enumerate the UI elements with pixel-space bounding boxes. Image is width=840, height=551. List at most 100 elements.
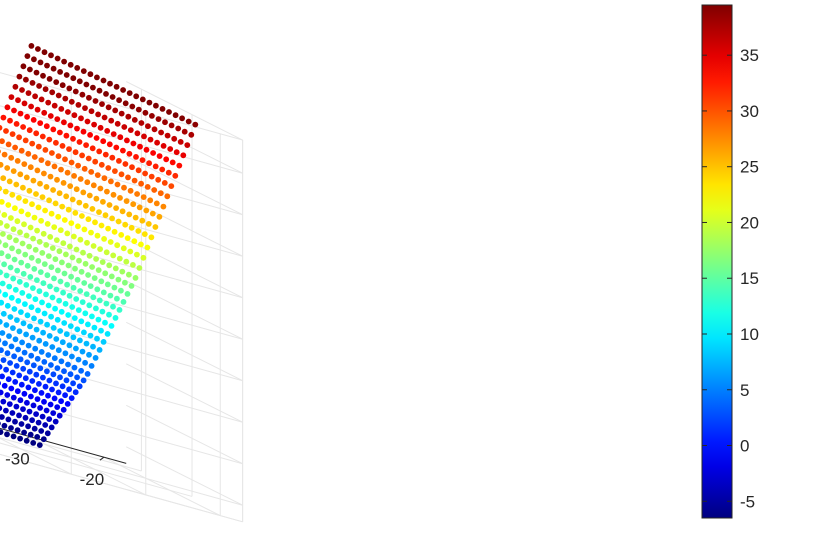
scatter-point — [27, 323, 33, 330]
scatter-point — [177, 139, 184, 145]
scatter-point — [133, 154, 139, 160]
scatter-point — [91, 275, 98, 281]
scatter-point — [27, 274, 34, 280]
scatter-point — [41, 398, 47, 405]
scatter-point — [98, 161, 105, 168]
scatter-point — [57, 129, 63, 136]
scatter-point — [45, 392, 51, 399]
scatter-point — [84, 118, 91, 125]
scatter-point — [56, 248, 63, 255]
scatter-point — [34, 106, 41, 113]
scatter-point — [113, 83, 120, 90]
scatter-point — [43, 184, 50, 190]
colorbar-tick-label: 5 — [740, 381, 749, 400]
scatter-point — [26, 243, 32, 250]
scatter-point — [52, 256, 59, 263]
scatter-point — [55, 267, 61, 274]
scatter-point — [116, 158, 122, 164]
scatter-point — [83, 340, 90, 347]
scatter-point — [133, 93, 140, 100]
scatter-point — [93, 195, 100, 202]
scatter-point — [59, 82, 66, 89]
scatter-point — [25, 211, 31, 218]
scatter-point — [0, 330, 6, 336]
scatter-point — [59, 383, 66, 390]
scatter-point — [25, 423, 31, 430]
scatter-point — [75, 102, 82, 108]
scatter-point — [8, 385, 15, 392]
scatter-point — [36, 83, 42, 89]
scatter-point — [64, 169, 71, 176]
scatter-point — [37, 405, 43, 411]
scatter-point — [25, 342, 32, 349]
scatter-point — [24, 399, 30, 406]
scatter-point — [98, 327, 104, 334]
scatter-point — [37, 318, 44, 325]
scatter-point — [26, 293, 32, 299]
scatter-point — [136, 265, 143, 271]
scatter-point — [38, 157, 45, 164]
scatter-point — [69, 254, 76, 261]
scatter-point — [104, 331, 111, 337]
scatter-point — [59, 203, 66, 210]
scatter-point — [50, 325, 57, 331]
scatter-point — [62, 392, 68, 399]
scatter-point — [42, 341, 49, 347]
scatter-point — [40, 230, 47, 237]
scatter-point — [61, 119, 67, 126]
scatter-point — [80, 377, 87, 384]
scatter-point — [17, 229, 23, 236]
scatter-point — [54, 365, 61, 371]
scatter-point — [46, 136, 53, 143]
scatter-point — [41, 359, 48, 365]
scatter-point — [13, 363, 20, 369]
scatter-point — [86, 302, 93, 309]
scatter-point — [114, 295, 120, 302]
scatter-point — [97, 124, 104, 131]
scatter-point — [160, 143, 167, 149]
scatter-point — [44, 321, 50, 328]
scatter-point — [29, 80, 36, 86]
scatter-point — [42, 422, 49, 428]
scatter-point — [54, 176, 60, 183]
scatter-point — [4, 165, 11, 171]
scatter-point — [92, 355, 99, 361]
scatter-point — [78, 318, 85, 325]
scatter-point — [34, 167, 41, 174]
scatter-point — [10, 325, 16, 331]
scatter-point — [24, 359, 31, 366]
scatter-point — [58, 398, 64, 405]
scatter-point — [192, 121, 199, 128]
scatter-point — [49, 150, 55, 156]
scatter-point — [100, 198, 106, 205]
grid-line — [0, 442, 193, 497]
scatter-point — [63, 132, 70, 139]
scatter-point — [18, 309, 24, 315]
scatter-point — [17, 171, 24, 178]
scatter-point — [143, 207, 150, 214]
grid-line — [126, 238, 243, 299]
scatter-point — [67, 61, 74, 68]
scatter-point — [35, 307, 41, 314]
scatter-point — [151, 126, 158, 133]
scatter-point — [58, 106, 65, 112]
scatter-point — [14, 218, 21, 225]
scatter-point — [47, 173, 54, 180]
scatter-point — [125, 174, 131, 181]
x-axis-line — [0, 427, 127, 464]
scatter-point — [159, 166, 166, 173]
scatter-point — [166, 109, 172, 115]
scatter-point — [80, 68, 87, 74]
scatter-point — [151, 187, 158, 193]
scatter-point — [107, 239, 114, 245]
scatter-point — [21, 349, 28, 356]
scatter-point — [86, 252, 93, 259]
scatter-point — [109, 94, 116, 100]
scatter-point — [17, 435, 23, 442]
scatter-point — [7, 215, 14, 221]
scatter-point — [84, 239, 90, 246]
scatter-point — [103, 249, 110, 256]
scatter-point — [48, 313, 54, 320]
scatter-point — [71, 364, 78, 371]
